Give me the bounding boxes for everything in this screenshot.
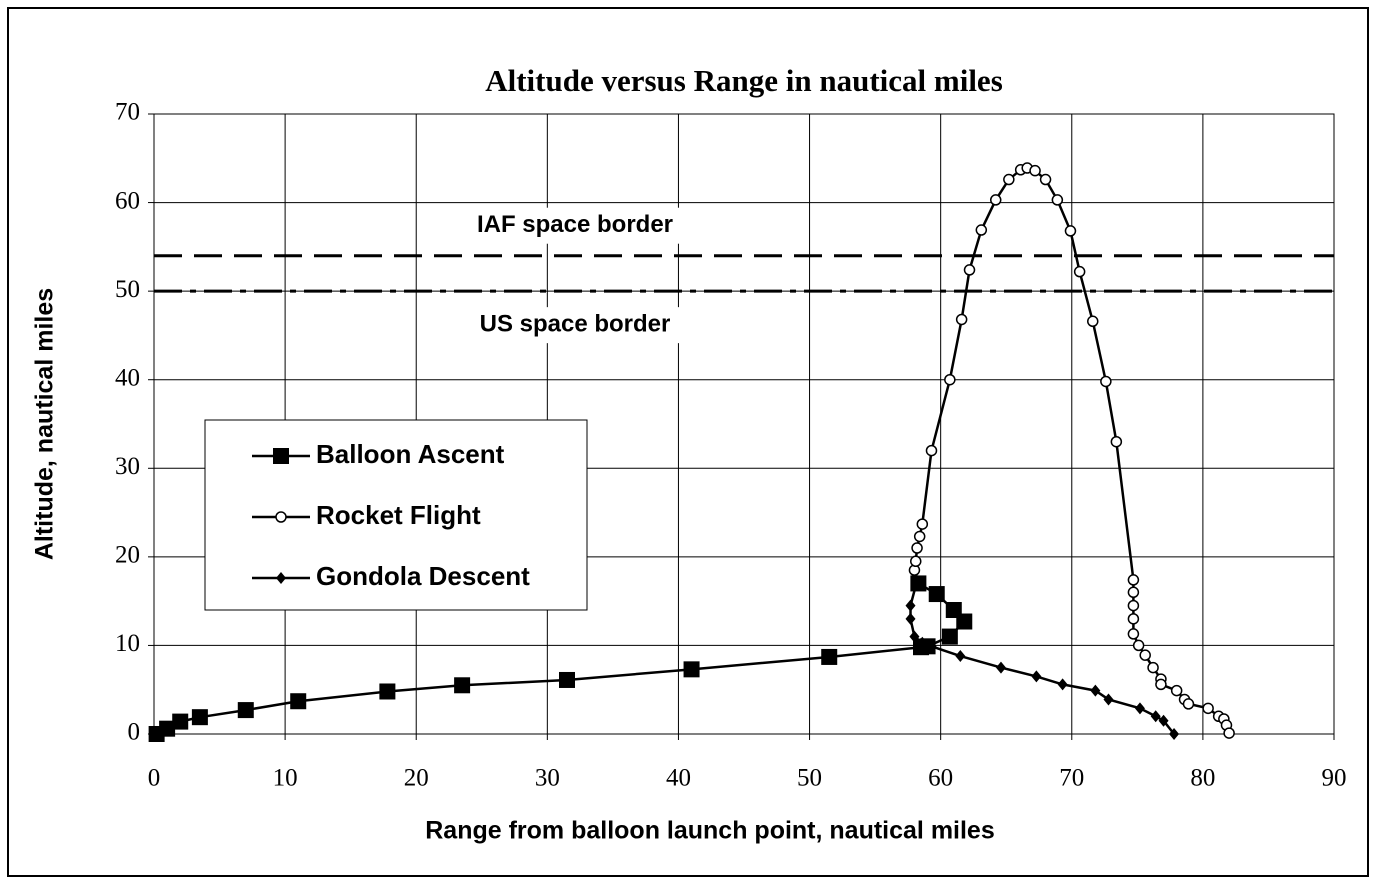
y-tick-label: 20 xyxy=(115,542,140,569)
marker xyxy=(1029,164,1041,177)
marker xyxy=(926,640,937,653)
marker xyxy=(1090,684,1101,697)
marker xyxy=(1147,661,1159,674)
marker xyxy=(1087,315,1099,328)
marker xyxy=(275,511,287,523)
x-tick-label: 70 xyxy=(1059,765,1084,792)
reference-label: US space border xyxy=(480,310,671,337)
marker xyxy=(1100,375,1112,388)
marker xyxy=(1158,714,1169,727)
plot-frame xyxy=(153,113,1335,735)
marker xyxy=(1031,670,1042,683)
marker xyxy=(191,709,208,726)
marker xyxy=(989,194,1002,206)
x-tick-label: 60 xyxy=(928,765,953,792)
marker xyxy=(1064,225,1077,237)
marker xyxy=(941,628,958,645)
marker xyxy=(909,630,920,643)
marker xyxy=(975,224,988,236)
marker xyxy=(944,373,956,386)
x-tick-label: 50 xyxy=(797,765,822,792)
marker xyxy=(1103,693,1114,706)
marker xyxy=(1132,639,1145,652)
marker xyxy=(159,720,176,737)
marker xyxy=(1170,684,1183,697)
legend-label: Rocket Flight xyxy=(316,500,481,530)
marker xyxy=(821,648,838,665)
marker xyxy=(995,661,1006,674)
marker xyxy=(379,683,396,700)
marker xyxy=(1134,702,1145,715)
y-tick-label: 0 xyxy=(128,719,141,746)
marker xyxy=(916,518,929,530)
marker xyxy=(925,444,938,457)
marker xyxy=(1182,698,1195,710)
series-line xyxy=(913,166,1231,734)
y-tick-label: 60 xyxy=(115,187,140,214)
marker xyxy=(911,542,923,554)
marker xyxy=(912,574,923,587)
x-tick-label: 80 xyxy=(1190,765,1215,792)
marker xyxy=(1139,649,1151,661)
x-tick-label: 20 xyxy=(404,765,429,792)
marker xyxy=(1127,599,1140,612)
marker xyxy=(1003,173,1015,186)
marker xyxy=(905,599,916,612)
marker xyxy=(1039,173,1052,186)
marker xyxy=(963,264,976,276)
x-tick-label: 0 xyxy=(148,765,161,792)
marker xyxy=(955,650,966,663)
y-tick-label: 40 xyxy=(115,364,140,391)
marker xyxy=(1223,727,1235,739)
marker xyxy=(955,313,968,326)
x-tick-label: 40 xyxy=(666,765,691,792)
legend-label: Balloon Ascent xyxy=(316,439,505,469)
marker xyxy=(1127,628,1140,640)
marker xyxy=(683,661,700,678)
y-tick-label: 10 xyxy=(115,630,140,657)
marker xyxy=(1127,574,1140,586)
legend-label: Gondola Descent xyxy=(316,561,530,591)
reference-label-bg xyxy=(440,307,710,344)
marker xyxy=(945,602,962,618)
marker xyxy=(172,713,189,730)
marker xyxy=(905,612,916,625)
marker xyxy=(1110,435,1123,448)
y-tick-label: 50 xyxy=(115,276,140,303)
reference-label-bg xyxy=(440,207,710,244)
reference-label: IAF space border xyxy=(477,211,673,238)
marker xyxy=(1202,702,1214,715)
x-axis-label: Range from balloon launch point, nautica… xyxy=(425,817,995,845)
marker xyxy=(1150,710,1161,723)
marker xyxy=(917,636,928,649)
marker xyxy=(1127,613,1140,625)
series-line xyxy=(909,580,1176,735)
x-tick-label: 10 xyxy=(273,765,298,792)
marker xyxy=(913,530,926,543)
marker xyxy=(559,671,575,688)
marker xyxy=(1051,194,1064,206)
marker xyxy=(1073,265,1086,278)
x-tick-label: 30 xyxy=(535,765,560,792)
marker xyxy=(928,586,945,603)
marker xyxy=(237,702,254,719)
y-axis-label: Altitude, nautical miles xyxy=(31,288,59,560)
marker xyxy=(454,677,471,694)
x-tick-label: 90 xyxy=(1322,765,1347,792)
chart-title: Altitude versus Range in nautical miles xyxy=(485,63,1003,98)
marker xyxy=(1169,728,1180,740)
marker xyxy=(290,693,307,710)
marker xyxy=(910,555,922,568)
marker xyxy=(276,572,286,584)
marker xyxy=(1127,586,1140,599)
marker xyxy=(1155,678,1167,691)
marker xyxy=(273,448,289,464)
marker xyxy=(1057,678,1068,691)
y-tick-label: 70 xyxy=(115,99,140,126)
y-tick-label: 30 xyxy=(115,453,140,480)
